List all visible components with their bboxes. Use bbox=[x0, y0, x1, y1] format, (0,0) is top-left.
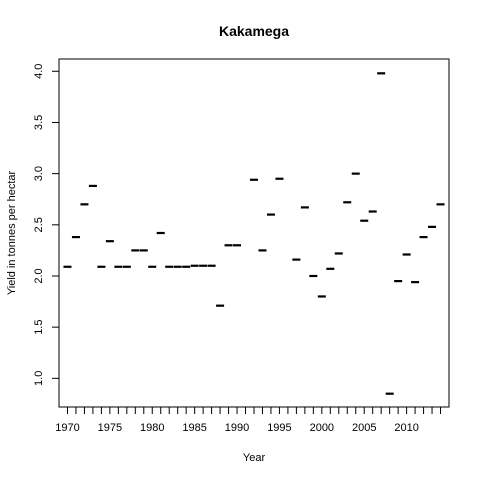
x-tick-label: 1970 bbox=[55, 422, 79, 434]
y-tick-label: 1.0 bbox=[33, 371, 45, 386]
y-tick-label: 1.5 bbox=[33, 320, 45, 335]
data-points bbox=[63, 72, 445, 395]
y-tick-label: 3.0 bbox=[33, 166, 45, 181]
x-tick-label: 2010 bbox=[394, 422, 418, 434]
y-axis-label: Yield in tonnes per hectar bbox=[6, 170, 18, 295]
x-tick-label: 1980 bbox=[140, 422, 164, 434]
x-tick-label: 1995 bbox=[267, 422, 291, 434]
x-axis: 1970 1975 1980 1985 1990 1995 2000 2005 2010 bbox=[55, 406, 442, 434]
x-axis-label: Year bbox=[243, 452, 266, 464]
y-axis: 1.0 1.5 2.0 2.5 3.0 3.5 4.0 bbox=[33, 64, 60, 386]
y-tick-label: 2.5 bbox=[33, 217, 45, 232]
chart-title: Kakamega bbox=[219, 23, 289, 39]
x-tick-label: 2000 bbox=[310, 422, 334, 434]
x-tick-label: 1975 bbox=[98, 422, 122, 434]
x-tick-label: 1985 bbox=[182, 422, 206, 434]
y-tick-label: 3.5 bbox=[33, 115, 45, 130]
x-tick-label: 1990 bbox=[225, 422, 249, 434]
y-tick-label: 2.0 bbox=[33, 268, 45, 283]
y-tick-label: 4.0 bbox=[33, 64, 45, 79]
x-tick-label: 2005 bbox=[352, 422, 376, 434]
